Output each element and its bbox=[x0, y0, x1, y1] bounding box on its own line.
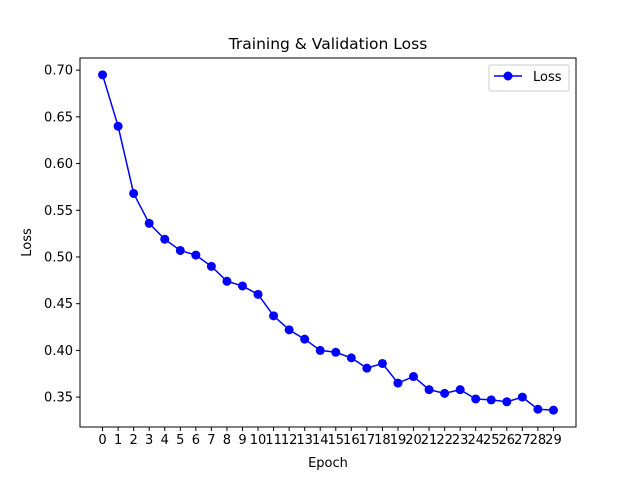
data-point bbox=[284, 325, 294, 335]
x-tick-label: 26 bbox=[499, 433, 516, 448]
x-tick-label: 11 bbox=[265, 433, 282, 448]
x-tick-label: 13 bbox=[296, 433, 313, 448]
x-tick-label: 1 bbox=[114, 433, 122, 448]
x-tick-label: 3 bbox=[145, 433, 153, 448]
data-point bbox=[113, 121, 123, 131]
y-tick-label: 0.50 bbox=[44, 250, 73, 265]
data-point bbox=[269, 311, 279, 321]
legend-box bbox=[488, 64, 570, 92]
data-point bbox=[548, 405, 558, 415]
data-point bbox=[455, 385, 465, 395]
x-tick-label: 22 bbox=[436, 433, 453, 448]
data-point bbox=[237, 281, 247, 291]
data-point bbox=[440, 388, 450, 398]
plot-area bbox=[79, 57, 577, 428]
y-tick-label: 0.70 bbox=[44, 64, 73, 79]
y-tick-label: 0.35 bbox=[44, 391, 73, 406]
x-tick-label: 5 bbox=[176, 433, 184, 448]
y-tick-label: 0.40 bbox=[44, 344, 73, 359]
data-point bbox=[300, 334, 310, 344]
x-tick-label: 12 bbox=[281, 433, 298, 448]
legend-marker-swatch bbox=[503, 71, 513, 81]
y-tick-label: 0.65 bbox=[44, 110, 73, 125]
data-point bbox=[175, 245, 185, 255]
data-point bbox=[315, 345, 325, 355]
y-axis-label: Loss bbox=[20, 228, 35, 257]
data-point bbox=[191, 250, 201, 260]
x-axis: 0 1 2 3 4 5 6 7 8 9 10 11 12 13 14 15 16 17 18 19 20 21 22 23 24… bbox=[98, 427, 562, 448]
data-point bbox=[409, 372, 419, 382]
y-tick-label: 0.60 bbox=[44, 157, 73, 172]
x-tick-label: 20 bbox=[405, 433, 422, 448]
x-tick-label: 23 bbox=[452, 433, 469, 448]
x-tick-label: 15 bbox=[328, 433, 345, 448]
data-point bbox=[362, 363, 372, 373]
x-tick-label: 21 bbox=[421, 433, 438, 448]
x-tick-label: 9 bbox=[238, 433, 246, 448]
data-point bbox=[517, 392, 527, 402]
legend: Loss bbox=[488, 64, 570, 92]
data-point bbox=[129, 188, 139, 198]
x-tick-label: 14 bbox=[312, 433, 329, 448]
y-axis: 0.35 0.40 0.45 0.50 0.55 0.60 0.65 0.70 bbox=[44, 64, 80, 406]
y-tick-label: 0.55 bbox=[44, 204, 73, 219]
x-tick-label: 10 bbox=[250, 433, 267, 448]
data-point bbox=[486, 395, 496, 405]
x-tick-label: 7 bbox=[207, 433, 215, 448]
x-tick-label: 8 bbox=[223, 433, 231, 448]
x-tick-label: 2 bbox=[130, 433, 138, 448]
data-point bbox=[160, 234, 170, 244]
data-point bbox=[377, 358, 387, 368]
data-point bbox=[331, 347, 341, 357]
x-tick-label: 16 bbox=[343, 433, 360, 448]
data-point bbox=[533, 404, 543, 414]
legend-label-loss: Loss bbox=[533, 70, 562, 85]
data-point bbox=[253, 289, 263, 299]
x-tick-label: 28 bbox=[530, 433, 547, 448]
y-tick-label: 0.45 bbox=[44, 297, 73, 312]
x-tick-label: 4 bbox=[161, 433, 169, 448]
data-point bbox=[502, 397, 512, 407]
data-point bbox=[346, 353, 356, 363]
x-tick-label: 27 bbox=[514, 433, 531, 448]
x-tick-label: 0 bbox=[98, 433, 106, 448]
x-tick-label: 29 bbox=[545, 433, 562, 448]
chart-title: Training & Validation Loss bbox=[228, 35, 428, 53]
data-point bbox=[424, 385, 434, 395]
x-tick-label: 25 bbox=[483, 433, 500, 448]
series-line-loss bbox=[101, 74, 554, 411]
data-point bbox=[222, 276, 232, 286]
data-point bbox=[144, 218, 154, 228]
x-tick-label: 24 bbox=[467, 433, 484, 448]
data-point bbox=[393, 378, 403, 388]
axes-frame bbox=[79, 57, 577, 428]
data-point bbox=[471, 394, 481, 404]
x-tick-label: 6 bbox=[192, 433, 200, 448]
x-tick-label: 19 bbox=[390, 433, 407, 448]
series-layer bbox=[98, 70, 558, 415]
data-point bbox=[98, 70, 108, 80]
x-tick-label: 18 bbox=[374, 433, 391, 448]
x-axis-label: Epoch bbox=[308, 456, 348, 471]
data-point bbox=[206, 261, 216, 271]
x-tick-label: 17 bbox=[359, 433, 376, 448]
